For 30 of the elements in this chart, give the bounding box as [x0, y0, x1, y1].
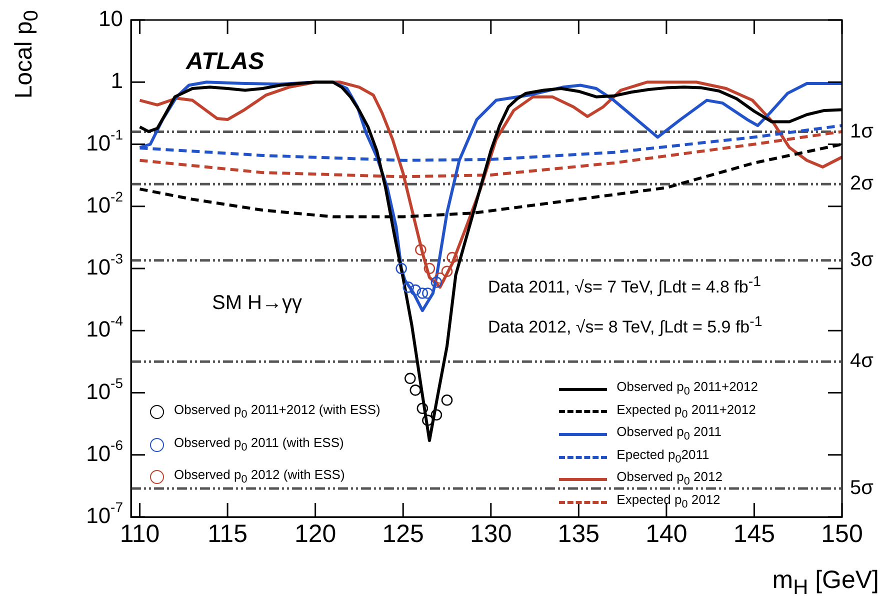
ref-line-label: 2σ [850, 172, 874, 195]
x-tick-label: 125 [382, 520, 424, 548]
legend-label: Observed p$_{0}$ 2011+2012 [616, 378, 758, 400]
legend-label: Expected p$_{0}$ 2012 [616, 490, 720, 513]
x-tick-label: 120 [294, 520, 336, 548]
legend-label: Expected p$_{0}$ 2011+2012 [616, 400, 756, 422]
ref-line-label: 4σ [850, 350, 874, 372]
ref-line-label: 5σ [850, 477, 874, 500]
x-tick-label: 110 [120, 520, 160, 548]
legend-label: Observed p$_{0}$ 2011+2012 (with ESS) [174, 401, 380, 423]
legend-label: Observed p$_{0}$ 2012 (with ESS) [174, 466, 345, 488]
legend-label: Epected p$_{0}$2011 [616, 446, 710, 468]
x-tick-label: 130 [470, 520, 512, 548]
legend-label: Observed p$_{0}$ 2011 (with ESS) [174, 434, 344, 456]
legend-label: Observed p$_{0}$ 2012 [616, 468, 722, 490]
x-tick-label: 150 [821, 520, 863, 548]
annotation: Data 2011, √s= 7 TeV, ∫Ldt = 4.8 fb$^{-1}$ [488, 274, 761, 298]
annotation: SM H→γγ [212, 292, 302, 315]
x-tick-label: 140 [646, 520, 688, 548]
ref-line-label: 1σ [850, 120, 874, 142]
x-axis-title: m$_{H}$ [GeV] [772, 566, 879, 600]
x-tick-label: 115 [208, 520, 248, 548]
annotation: ATLAS [186, 48, 264, 76]
x-tick-label: 135 [558, 520, 600, 548]
legend-label: Observed p$_{0}$ 2011 [616, 423, 722, 445]
y-tick-label: 1 [110, 68, 124, 94]
ref-line-label: 3σ [850, 248, 874, 271]
y-tick-label: 10 [98, 6, 124, 32]
annotation: Data 2012, √s= 8 TeV, ∫Ldt = 5.9 fb$^{-1}$ [488, 314, 762, 338]
x-tick-label: 145 [733, 520, 776, 548]
